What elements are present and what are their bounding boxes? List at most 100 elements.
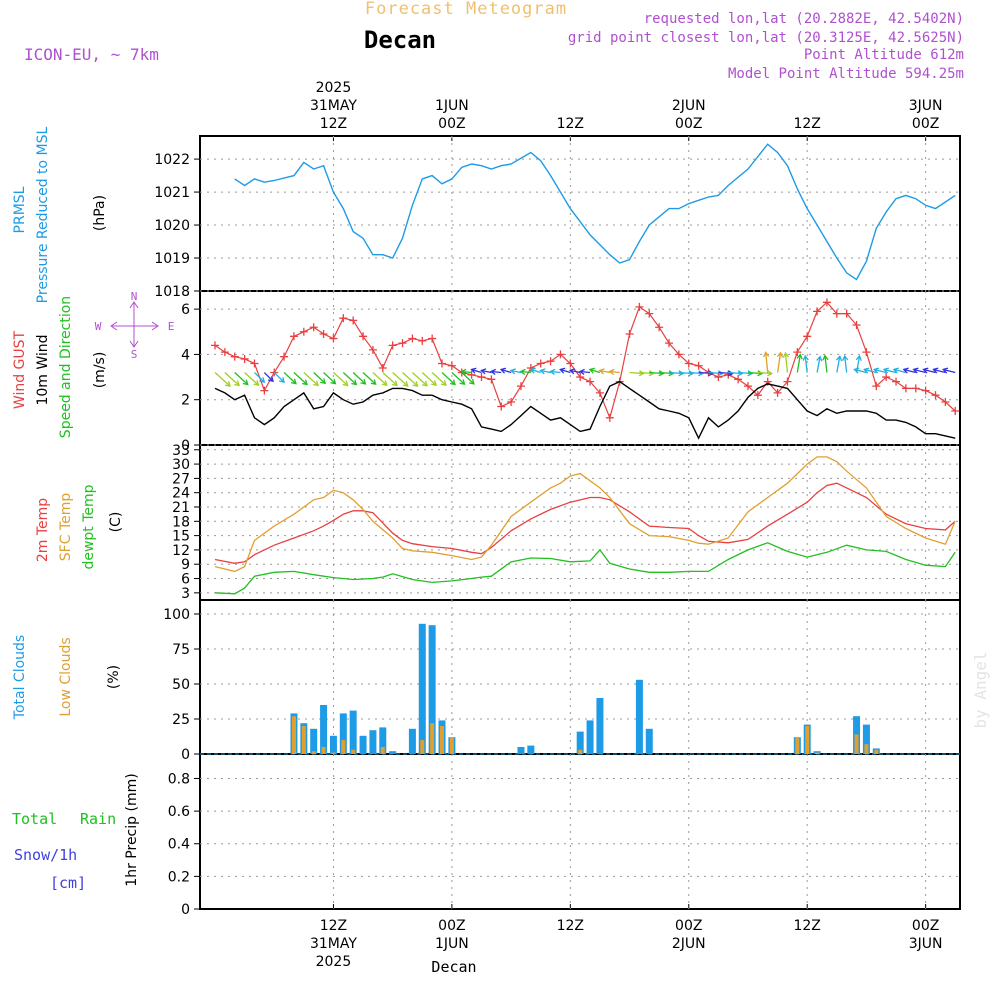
wind-arrowhead <box>253 380 260 386</box>
gust-marker <box>497 402 506 411</box>
gust-marker <box>408 334 417 343</box>
wind-arrowhead <box>370 379 377 386</box>
wind-arrowhead <box>842 354 849 361</box>
bottom-time-axis: 12Z 31MAY 2025 00Z 1JUN 12Z 00Z 2JUN 12Z 00Z 3JUN <box>310 904 943 970</box>
pressure-line <box>234 143 956 281</box>
wind-direction-arrow <box>589 368 601 374</box>
wind-direction-arrow <box>668 371 684 375</box>
model-altitude: Model Point Altitude 594.25m <box>728 66 964 82</box>
wind-arrowhead <box>470 367 477 374</box>
gust-marker <box>813 307 822 316</box>
wind-arrowhead <box>412 381 419 387</box>
total-clouds-bar <box>329 735 337 754</box>
wind-direction-arrow <box>402 372 418 387</box>
wind-direction-arrow <box>913 368 926 374</box>
total-clouds-bar <box>428 625 436 754</box>
bottom-time-label: 00Z <box>912 918 939 934</box>
wind-direction-arrow <box>273 372 285 383</box>
requested-coords: requested lon,lat (20.2882E, 42.5402N) <box>644 11 964 27</box>
wind-direction-arrow <box>728 371 743 375</box>
wind-unit: (m/s) <box>92 352 108 389</box>
gust-marker <box>911 384 920 393</box>
wind-direction-arrow <box>784 352 789 373</box>
wind-direction-arrow <box>481 369 492 374</box>
gust-marker <box>536 359 545 368</box>
gust-marker <box>783 377 792 386</box>
wind-tick-label: 6 <box>181 302 190 318</box>
gust-marker <box>270 368 279 377</box>
watermark: by Angel <box>971 651 990 728</box>
compass-east: E <box>168 320 175 333</box>
wind-arrowhead <box>678 370 685 377</box>
bottom-time-label: 3JUN <box>909 936 943 952</box>
wind-direction-arrow <box>765 352 769 373</box>
wind-direction-arrow <box>824 355 828 373</box>
total-clouds-bar <box>862 724 870 754</box>
total-label: Total <box>12 810 57 828</box>
gust-marker <box>566 359 575 368</box>
wind-direction-arrow <box>293 372 308 386</box>
wind-direction-arrow <box>796 354 801 373</box>
wind-arrowhead <box>836 355 843 362</box>
gust-marker <box>477 373 486 382</box>
precip-tick-label: 0 <box>181 902 190 918</box>
top-time-axis: 2025 31MAY 12Z 1JUN 00Z 12Z 2JUN 00Z 12Z 3JUN 00Z <box>310 80 943 141</box>
wind-direction-arrow <box>421 372 437 386</box>
gust-marker <box>289 332 298 341</box>
wind-direction-arrow <box>234 372 249 386</box>
clouds-tick-label: 75 <box>172 642 190 658</box>
wind-arrowhead <box>816 355 823 362</box>
wind-direction-arrow <box>254 372 265 383</box>
gust-marker <box>349 316 358 325</box>
gust-marker <box>388 341 397 350</box>
wind-arrowhead <box>421 380 428 387</box>
speed-direction-label: Speed and Direction <box>58 296 74 438</box>
wind-direction-arrow <box>540 369 551 374</box>
wind-tick-label: 0 <box>181 438 190 454</box>
wind-direction-arrow <box>214 372 231 387</box>
bottom-time-label: 12Z <box>557 918 584 934</box>
wind-direction-arrow <box>431 372 447 386</box>
wind-direction-arrow <box>323 372 336 385</box>
temp-tick-label: 12 <box>172 543 190 559</box>
low-clouds-bar <box>854 734 859 754</box>
compass-arrows-icon <box>110 301 159 348</box>
temp-tick-label: 3 <box>181 586 190 602</box>
rain-label: Rain <box>80 810 116 828</box>
gust-marker <box>418 336 427 345</box>
wind-direction-arrow <box>659 371 674 375</box>
wind-arrowhead <box>608 368 615 376</box>
wind-direction-arrow <box>649 371 664 375</box>
bottom-time-label: 00Z <box>675 918 702 934</box>
top-time-label: 12Z <box>793 116 820 132</box>
total-clouds-bar <box>349 710 357 754</box>
model-name: ICON-EU, ~ 7km <box>24 45 159 64</box>
bottom-time-label: 12Z <box>320 918 347 934</box>
wind-direction-arrow <box>471 368 482 374</box>
wind-tick-label: 2 <box>181 393 190 409</box>
bottom-time-label: 00Z <box>438 918 465 934</box>
top-time-label: 31MAY <box>310 98 357 114</box>
top-time-label: 00Z <box>675 116 702 132</box>
wind-arrowhead <box>320 378 327 385</box>
wind-arrowhead <box>402 381 409 387</box>
y-tick-labels: 1018101910201021102202463691215182124273… <box>154 152 190 918</box>
wind-arrowhead <box>727 370 734 377</box>
gust-marker <box>339 314 348 323</box>
wind-arrowhead <box>290 378 297 385</box>
gust-marker <box>329 334 338 343</box>
wind-arrowhead <box>440 380 447 386</box>
wind-direction-arrow <box>461 370 472 374</box>
wind-arrowhead <box>853 367 860 374</box>
wind-direction-arrow <box>738 371 753 375</box>
gust-marker <box>743 382 752 391</box>
wind-arrowhead <box>776 351 784 358</box>
precip-panel-frame <box>199 753 961 910</box>
panel-frames <box>199 135 961 910</box>
gust-marker <box>260 386 269 395</box>
gust-marker <box>872 382 881 391</box>
wind-arrowhead <box>259 377 266 383</box>
total-clouds-label: Total Clouds <box>12 635 28 720</box>
low-clouds-bar <box>449 737 454 754</box>
gust-marker <box>487 375 496 384</box>
